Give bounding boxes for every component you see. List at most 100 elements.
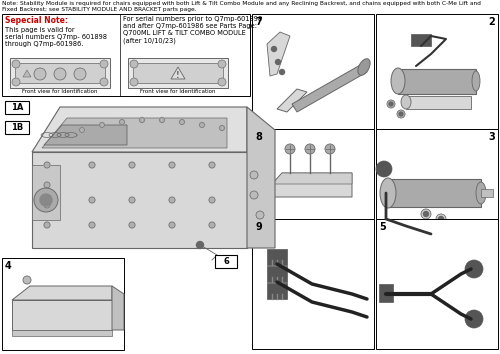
Bar	[32, 165, 60, 220]
Circle shape	[180, 120, 184, 125]
Bar	[376, 129, 498, 239]
Circle shape	[250, 191, 258, 199]
Bar	[15, 63, 105, 83]
Polygon shape	[12, 300, 112, 330]
Circle shape	[399, 112, 403, 116]
Bar	[215, 255, 237, 268]
Circle shape	[140, 118, 144, 122]
Text: 1B: 1B	[11, 122, 23, 131]
Polygon shape	[32, 107, 247, 152]
Circle shape	[218, 60, 226, 68]
Text: 9: 9	[255, 222, 262, 232]
Polygon shape	[12, 286, 112, 300]
Circle shape	[12, 78, 20, 86]
Circle shape	[465, 310, 483, 328]
Circle shape	[325, 144, 335, 154]
Polygon shape	[171, 67, 185, 79]
Bar	[5, 121, 29, 134]
Circle shape	[169, 222, 175, 228]
Text: 3: 3	[488, 132, 495, 142]
Circle shape	[44, 162, 50, 168]
Circle shape	[436, 214, 446, 224]
Text: Note: Stability Module is required for chairs equipped with both Lift & Tilt Com: Note: Stability Module is required for c…	[2, 1, 481, 6]
Circle shape	[305, 144, 315, 154]
Text: 8: 8	[255, 132, 262, 142]
Text: 2: 2	[488, 17, 495, 27]
Circle shape	[129, 197, 135, 203]
Circle shape	[285, 144, 295, 154]
Bar	[10, 58, 110, 88]
Bar	[267, 249, 287, 265]
Circle shape	[12, 60, 20, 68]
Polygon shape	[267, 32, 290, 76]
Circle shape	[209, 197, 215, 203]
Circle shape	[218, 78, 226, 86]
Text: 4: 4	[5, 261, 12, 271]
Circle shape	[209, 162, 215, 168]
Polygon shape	[112, 286, 124, 330]
Circle shape	[424, 211, 428, 217]
Circle shape	[89, 222, 95, 228]
Text: This page is valid for
serial numbers Q7mp- 601898
through Q7mp-601986.: This page is valid for serial numbers Q7…	[5, 27, 107, 47]
Circle shape	[100, 122, 104, 127]
Ellipse shape	[401, 95, 411, 109]
Text: Fixed Backrest; see STABILITY MODULE AND BRACKET parts page.: Fixed Backrest; see STABILITY MODULE AND…	[2, 7, 196, 12]
Polygon shape	[292, 64, 367, 112]
Circle shape	[34, 68, 46, 80]
Ellipse shape	[391, 68, 405, 94]
Bar	[481, 189, 493, 197]
Circle shape	[130, 78, 138, 86]
Bar	[128, 58, 228, 88]
Text: 5: 5	[379, 222, 386, 232]
Text: !: !	[176, 72, 180, 80]
Circle shape	[376, 161, 392, 177]
Ellipse shape	[476, 182, 486, 204]
Circle shape	[438, 217, 444, 222]
Circle shape	[220, 126, 224, 131]
Circle shape	[209, 222, 215, 228]
Circle shape	[272, 46, 276, 51]
Circle shape	[160, 118, 164, 122]
Bar	[411, 34, 431, 46]
Text: Sepecial Note:: Sepecial Note:	[5, 16, 68, 25]
Circle shape	[44, 202, 50, 208]
Circle shape	[256, 211, 264, 219]
Bar	[379, 284, 393, 302]
Circle shape	[250, 171, 258, 179]
Text: 7: 7	[255, 17, 262, 27]
Bar	[376, 14, 498, 129]
Circle shape	[465, 260, 483, 278]
Circle shape	[44, 182, 50, 188]
Circle shape	[100, 60, 108, 68]
Bar	[2, 258, 124, 350]
Circle shape	[276, 59, 280, 64]
Polygon shape	[247, 107, 275, 248]
Polygon shape	[398, 69, 476, 94]
Bar	[12, 330, 112, 336]
Circle shape	[89, 162, 95, 168]
Ellipse shape	[358, 59, 370, 75]
Circle shape	[169, 197, 175, 203]
Circle shape	[34, 188, 58, 212]
Text: For serial numbers prior to Q7mp-601898
and after Q7mp-601986 see Parts Page:
Q7: For serial numbers prior to Q7mp-601898 …	[123, 16, 262, 44]
Circle shape	[44, 222, 50, 228]
Bar	[252, 14, 374, 129]
Circle shape	[80, 127, 84, 132]
Circle shape	[129, 222, 135, 228]
Polygon shape	[277, 89, 307, 112]
Circle shape	[120, 120, 124, 125]
Bar	[267, 283, 287, 299]
Bar	[376, 219, 498, 349]
Polygon shape	[406, 96, 471, 109]
Bar	[267, 266, 287, 282]
Circle shape	[196, 241, 203, 249]
Polygon shape	[23, 70, 31, 77]
Circle shape	[280, 69, 284, 74]
Circle shape	[421, 209, 431, 219]
Bar	[133, 63, 223, 83]
Circle shape	[100, 78, 108, 86]
Text: Front view for Identification: Front view for Identification	[22, 89, 98, 94]
Polygon shape	[388, 179, 481, 207]
Text: Front view for Identification: Front view for Identification	[140, 89, 216, 94]
Circle shape	[74, 68, 86, 80]
